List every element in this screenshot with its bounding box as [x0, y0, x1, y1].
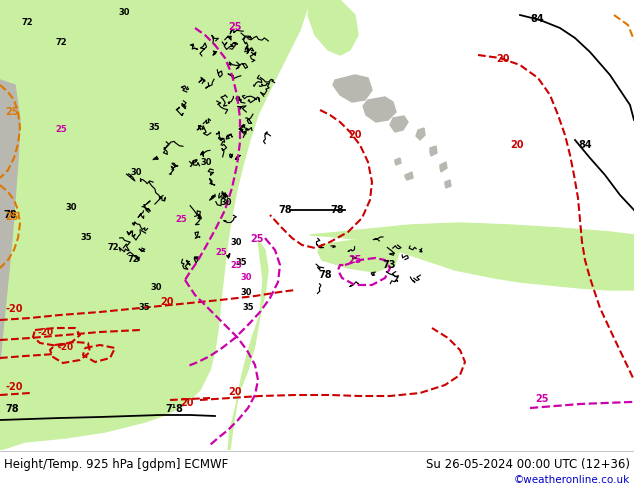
Text: 30: 30	[230, 238, 242, 247]
Text: 35: 35	[138, 303, 150, 312]
Text: 25: 25	[5, 107, 18, 117]
Polygon shape	[318, 240, 400, 272]
Text: 84: 84	[530, 14, 543, 24]
Text: 30: 30	[200, 158, 212, 167]
Text: Height/Temp. 925 hPa [gdpm] ECMWF: Height/Temp. 925 hPa [gdpm] ECMWF	[4, 458, 228, 470]
Polygon shape	[416, 128, 425, 140]
Polygon shape	[0, 0, 310, 450]
Text: 30: 30	[130, 168, 141, 177]
Polygon shape	[310, 223, 634, 290]
Text: 25: 25	[215, 248, 227, 257]
Text: 25: 25	[228, 22, 242, 32]
Text: 72: 72	[128, 255, 139, 264]
Text: 78: 78	[5, 404, 18, 414]
Text: 25: 25	[250, 234, 264, 244]
Text: -20: -20	[5, 382, 22, 392]
Text: 20: 20	[228, 387, 242, 397]
Text: 30: 30	[240, 288, 252, 297]
Polygon shape	[333, 75, 372, 102]
Text: 35: 35	[80, 233, 92, 242]
Text: 25: 25	[55, 125, 67, 134]
Polygon shape	[308, 0, 358, 55]
Text: 78: 78	[318, 270, 332, 280]
Text: 78: 78	[330, 205, 344, 215]
Text: 30: 30	[150, 283, 162, 292]
Text: 35: 35	[242, 303, 254, 312]
Text: 35: 35	[148, 123, 160, 132]
Text: 20: 20	[348, 130, 361, 140]
Polygon shape	[440, 162, 447, 172]
Text: 25: 25	[175, 215, 187, 224]
Text: 30: 30	[240, 273, 252, 282]
Text: 84: 84	[578, 140, 592, 150]
Polygon shape	[390, 116, 408, 132]
Polygon shape	[395, 158, 401, 165]
Text: 72: 72	[55, 38, 67, 47]
Text: -20: -20	[58, 343, 74, 352]
Text: -20: -20	[37, 328, 53, 337]
Polygon shape	[430, 146, 437, 156]
Polygon shape	[0, 80, 20, 360]
Text: 20: 20	[160, 297, 174, 307]
Text: 30: 30	[118, 8, 129, 17]
Text: 25: 25	[5, 212, 18, 222]
Text: 78: 78	[3, 210, 16, 220]
Text: ©weatheronline.co.uk: ©weatheronline.co.uk	[514, 475, 630, 485]
Text: 78: 78	[278, 205, 292, 215]
Text: 30: 30	[220, 198, 231, 207]
Polygon shape	[363, 97, 396, 122]
Text: 20: 20	[496, 54, 510, 64]
Text: 35: 35	[235, 258, 247, 267]
Text: 25: 25	[535, 394, 548, 404]
Text: 30: 30	[65, 203, 77, 212]
Polygon shape	[445, 180, 451, 188]
Text: 20: 20	[510, 140, 524, 150]
Text: 72: 72	[22, 18, 34, 27]
Text: 25: 25	[348, 255, 361, 265]
Text: 7¹8: 7¹8	[165, 404, 183, 414]
Polygon shape	[228, 240, 268, 450]
Text: 25: 25	[230, 261, 242, 270]
Text: 73: 73	[382, 260, 396, 270]
Text: Su 26-05-2024 00:00 UTC (12+36): Su 26-05-2024 00:00 UTC (12+36)	[426, 458, 630, 470]
Polygon shape	[405, 172, 413, 180]
Text: 72: 72	[108, 243, 120, 252]
Text: 20: 20	[180, 398, 193, 408]
Text: -20: -20	[5, 304, 22, 314]
